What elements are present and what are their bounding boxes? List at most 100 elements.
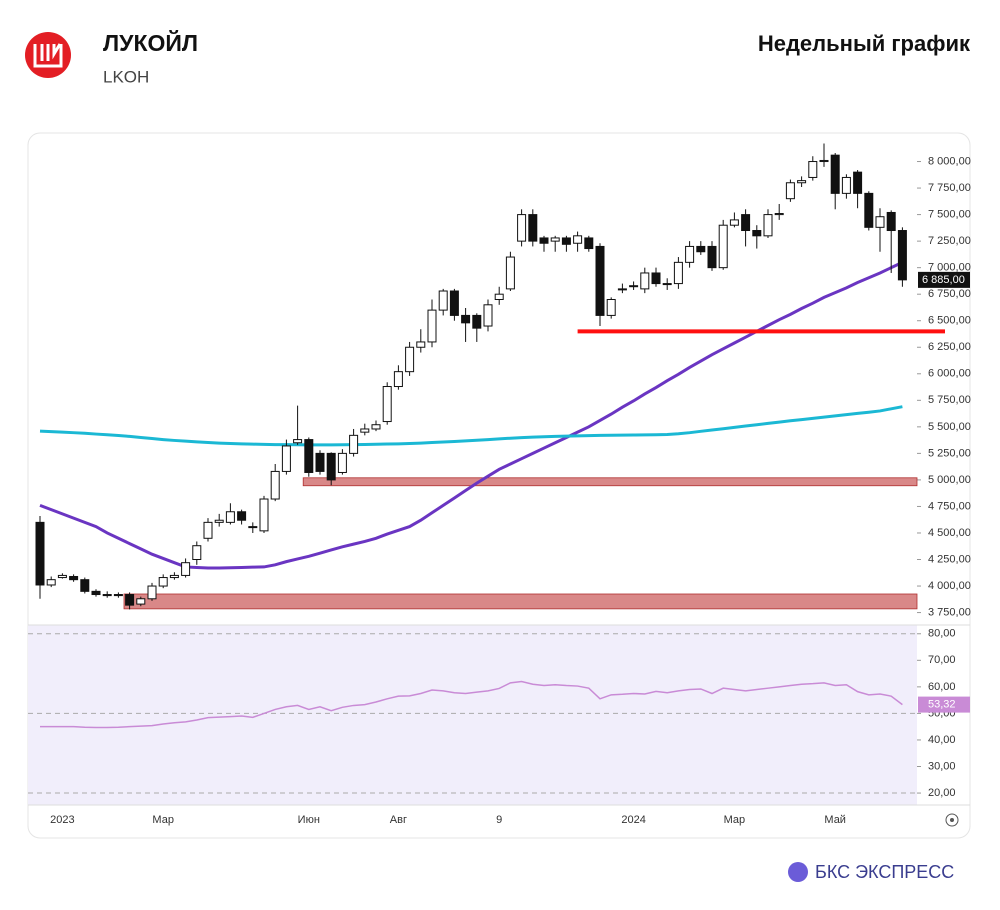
candle-body bbox=[225, 511, 235, 523]
y-tick-label: 6 000,00 bbox=[928, 368, 971, 380]
candle-body bbox=[158, 577, 168, 587]
x-tick-label: Май bbox=[824, 814, 846, 826]
candle-body bbox=[326, 452, 336, 481]
y-tick-label: 70,00 bbox=[928, 654, 956, 666]
y-tick-label: 4 000,00 bbox=[928, 580, 971, 592]
candle-body bbox=[416, 341, 426, 348]
zone bbox=[302, 477, 918, 487]
x-tick-label: Июн bbox=[298, 814, 320, 826]
candle-body bbox=[875, 216, 885, 228]
last-price-tag bbox=[918, 271, 970, 288]
candle-body bbox=[203, 521, 213, 539]
last-value-label: 53,32 bbox=[928, 698, 956, 710]
candle-body bbox=[371, 424, 381, 430]
y-tick-label: 4 250,00 bbox=[928, 553, 971, 565]
x-tick-label: 2023 bbox=[50, 814, 74, 826]
y-tick-label: 5 750,00 bbox=[928, 394, 971, 406]
x-tick-label: 9 bbox=[496, 814, 502, 826]
candle-body bbox=[125, 594, 135, 606]
candle-body bbox=[113, 594, 123, 597]
brand-logo bbox=[788, 862, 808, 882]
x-tick-label: Мар bbox=[724, 814, 746, 826]
candle-body bbox=[651, 272, 661, 285]
candle-body bbox=[718, 224, 728, 269]
candle-body bbox=[696, 245, 706, 253]
y-tick-label: 40,00 bbox=[928, 734, 956, 746]
candle-body bbox=[136, 598, 146, 605]
candle-body bbox=[864, 192, 874, 228]
candle-body bbox=[382, 386, 392, 423]
visibility-icon-dot bbox=[950, 818, 954, 822]
candle-body bbox=[181, 562, 191, 576]
ticker: LKOH bbox=[103, 67, 149, 86]
y-tick-label: 5 500,00 bbox=[928, 421, 971, 433]
candle-body bbox=[80, 579, 90, 592]
price-pane: 3 750,00 4 000,00 4 250,00 4 500,00 4 750,00… bbox=[28, 143, 971, 826]
last-price-label: 6 885,00 bbox=[922, 274, 965, 286]
visibility-icon[interactable] bbox=[945, 813, 959, 827]
candle-body bbox=[797, 180, 807, 184]
candle-body bbox=[237, 511, 247, 521]
candle-body bbox=[91, 590, 101, 596]
candle-body bbox=[69, 575, 79, 581]
candle-body bbox=[640, 272, 650, 290]
y-tick-label: 80,00 bbox=[928, 628, 956, 640]
candle-body bbox=[573, 235, 583, 244]
y-tick-label: 60,00 bbox=[928, 681, 956, 693]
candle-body bbox=[349, 434, 359, 454]
candle-body bbox=[662, 283, 672, 286]
candle-body bbox=[304, 439, 314, 473]
candle-body bbox=[729, 219, 739, 226]
candle-body bbox=[192, 545, 202, 561]
y-tick-label: 6 250,00 bbox=[928, 341, 971, 353]
candle-body bbox=[449, 290, 459, 316]
candle-body bbox=[606, 298, 616, 316]
candle-body bbox=[517, 214, 527, 242]
y-tick-label: 6 500,00 bbox=[928, 315, 971, 327]
candle-body bbox=[685, 245, 695, 263]
y-tick-label: 3 750,00 bbox=[928, 606, 971, 618]
candle-body bbox=[427, 309, 437, 343]
y-tick-label: 4 500,00 bbox=[928, 527, 971, 539]
candle-body bbox=[281, 445, 291, 472]
candle-body bbox=[35, 521, 45, 586]
candle-body bbox=[169, 574, 179, 579]
logo-mark bbox=[33, 43, 63, 68]
candle-body bbox=[707, 245, 717, 269]
candle-body bbox=[46, 579, 56, 586]
y-tick-label: 20,00 bbox=[928, 787, 956, 799]
title: ЛУКОЙЛ bbox=[103, 29, 198, 56]
candle-body bbox=[494, 293, 504, 300]
candle-body bbox=[841, 176, 851, 194]
brand: БКС ЭКСПРЕСС bbox=[815, 862, 954, 882]
x-tick-label: Авг bbox=[390, 814, 407, 826]
candle-body bbox=[629, 285, 639, 288]
x-tick-label: 2024 bbox=[621, 814, 645, 826]
candle-body bbox=[561, 237, 571, 245]
candle-body bbox=[528, 214, 538, 242]
candle-body bbox=[752, 230, 762, 237]
candle-body bbox=[405, 346, 415, 373]
candle-body bbox=[741, 214, 751, 232]
candle-body bbox=[102, 594, 112, 597]
candle-body bbox=[337, 452, 347, 473]
candle-body bbox=[147, 585, 157, 600]
candle-body bbox=[539, 237, 549, 244]
candle-body bbox=[438, 290, 448, 311]
candle-body bbox=[785, 182, 795, 200]
candle-body bbox=[617, 288, 627, 291]
candle-body bbox=[315, 452, 325, 472]
y-tick-label: 7 250,00 bbox=[928, 235, 971, 247]
candle-body bbox=[595, 245, 605, 316]
candle-body bbox=[293, 439, 303, 444]
y-tick-label: 8 000,00 bbox=[928, 155, 971, 167]
candle-body bbox=[248, 526, 258, 529]
candle-body bbox=[584, 237, 594, 250]
candle-body bbox=[808, 161, 818, 178]
candle-body bbox=[393, 371, 403, 388]
subtitle: Недельный график bbox=[758, 31, 971, 56]
y-tick-label: 6 750,00 bbox=[928, 288, 971, 300]
candle-body bbox=[461, 314, 471, 324]
candle-body bbox=[830, 154, 840, 194]
y-tick-label: 7 750,00 bbox=[928, 182, 971, 194]
